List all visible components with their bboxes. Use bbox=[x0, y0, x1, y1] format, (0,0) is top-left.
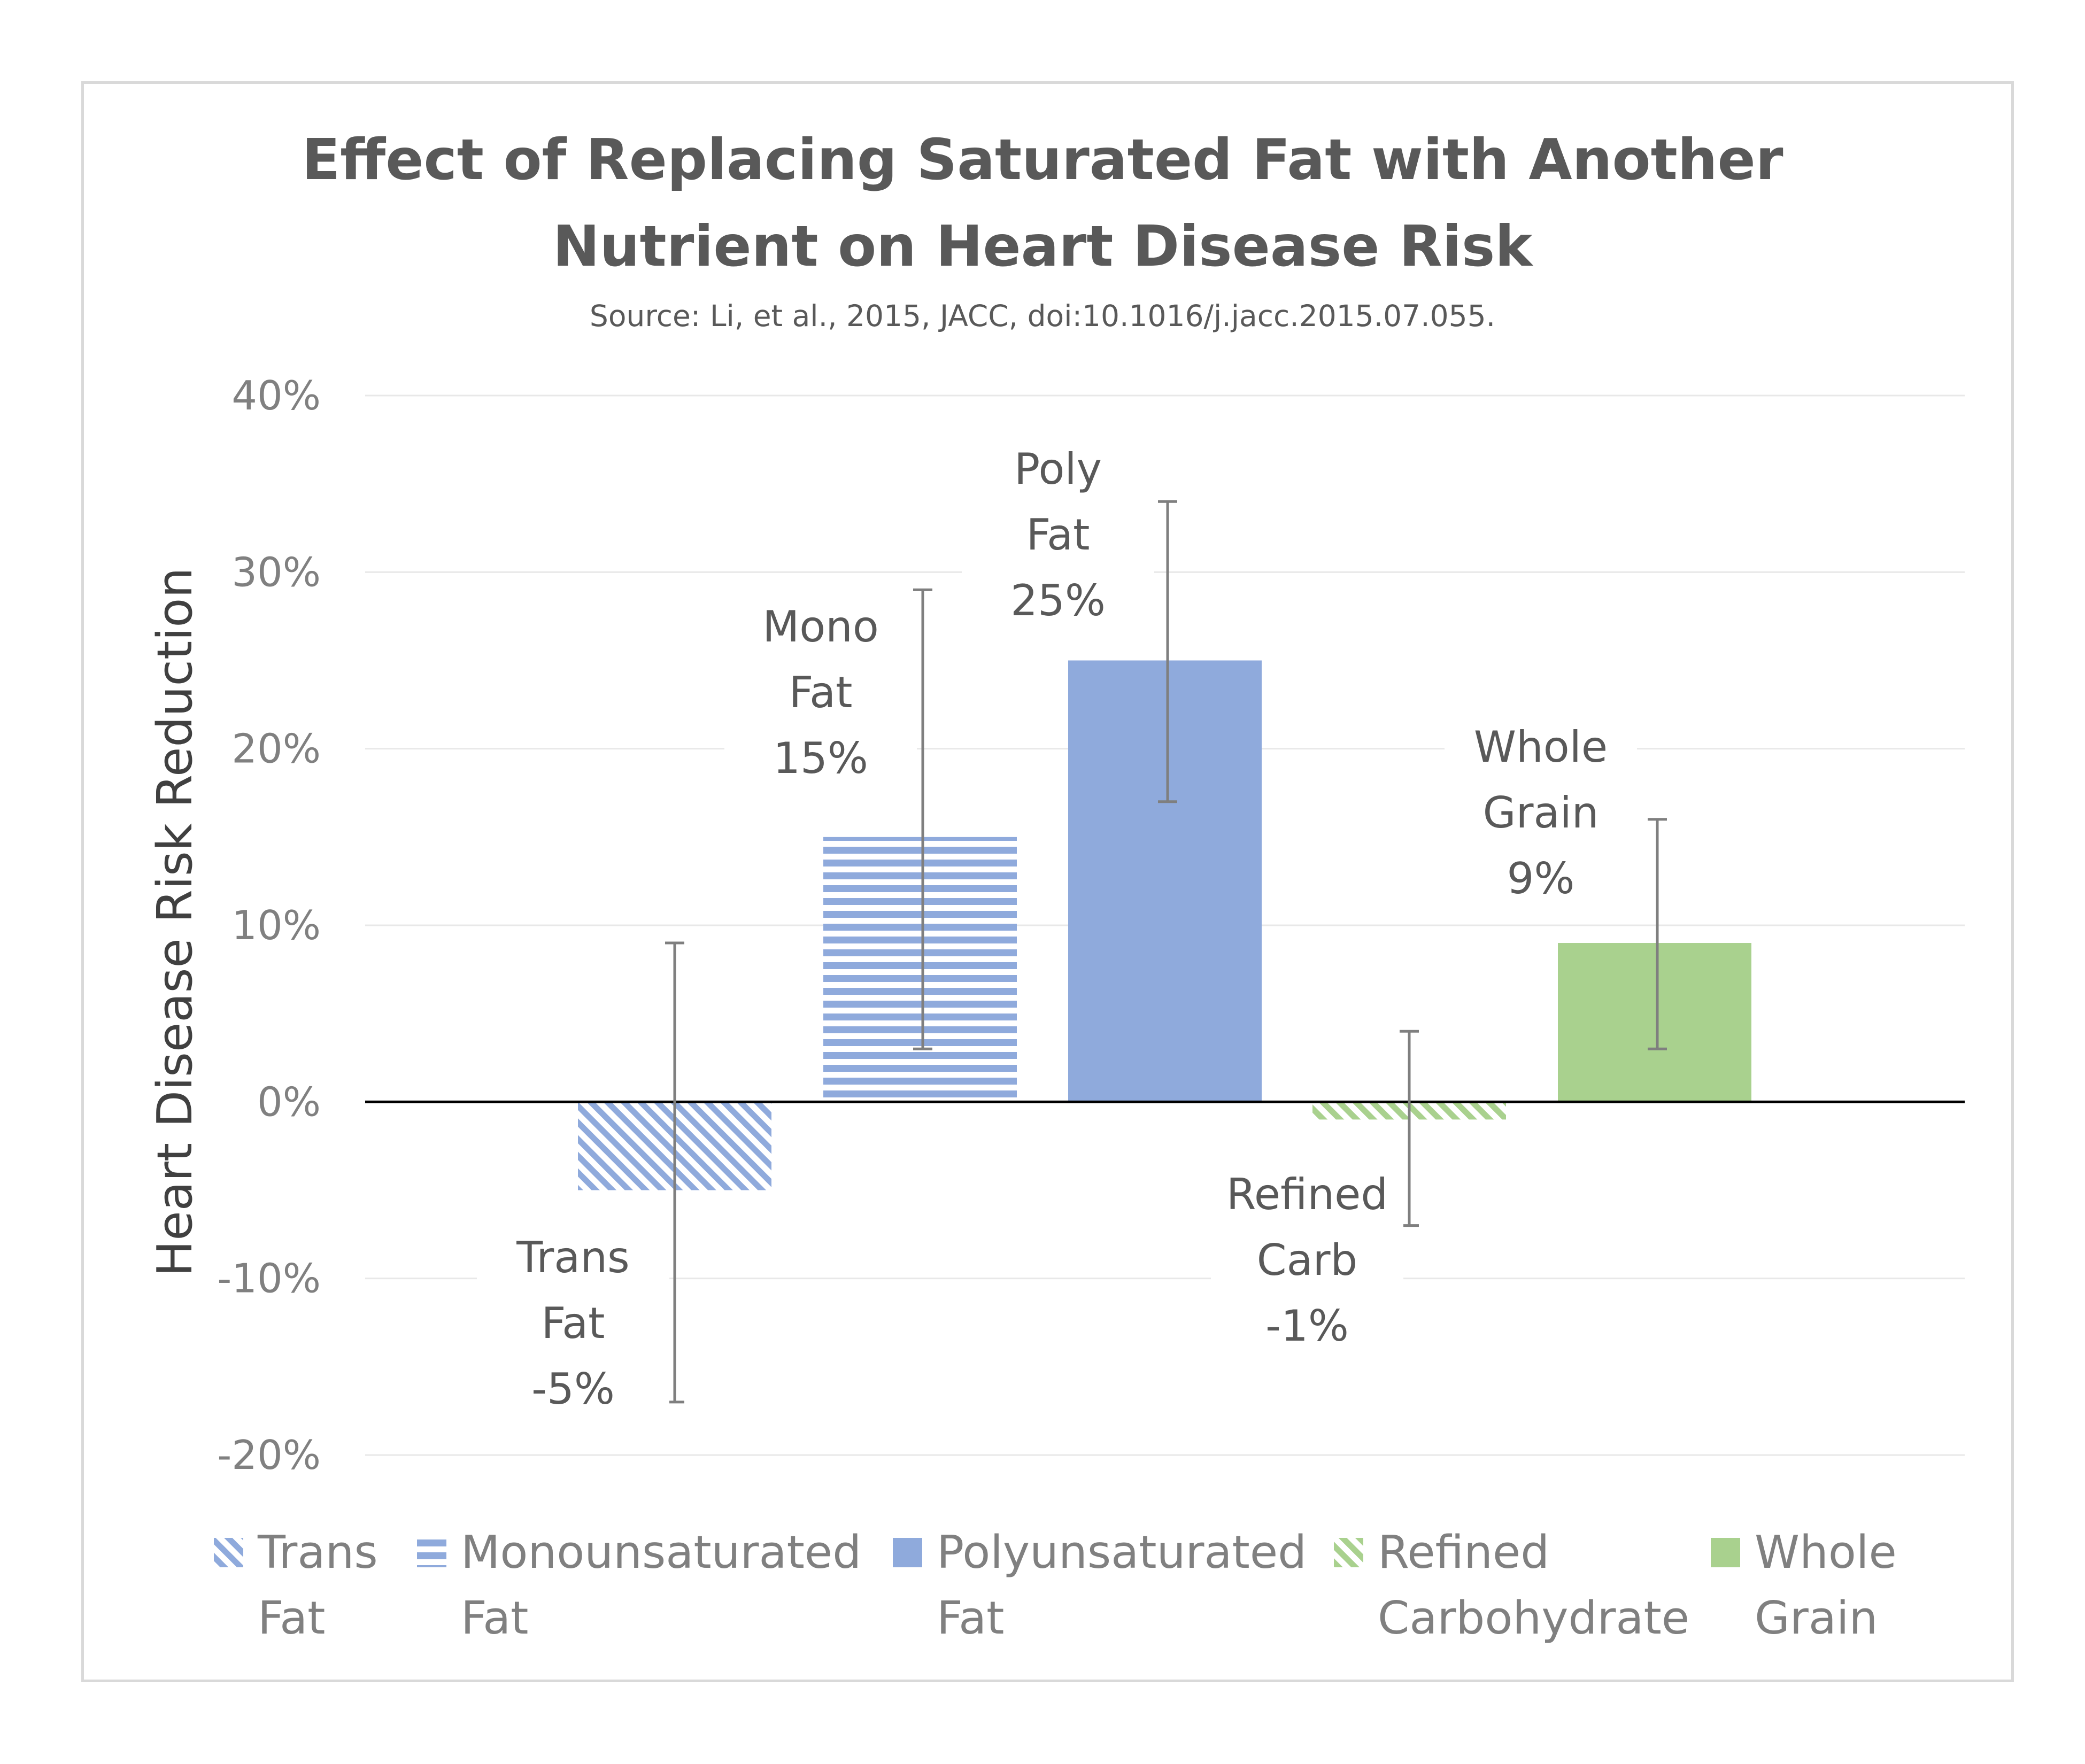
legend-label: Whole bbox=[1755, 1526, 1897, 1579]
chart-subtitle: Source: Li, et al., 2015, JACC, doi:10.1… bbox=[590, 299, 1495, 333]
legend-swatch bbox=[417, 1538, 446, 1567]
legend-label: Carbohydrate bbox=[1378, 1592, 1689, 1645]
data-label-backdrop bbox=[1211, 1166, 1403, 1358]
legend-label: Fat bbox=[461, 1592, 529, 1645]
data-label: 15% bbox=[773, 733, 868, 783]
legend-label: Refined bbox=[1378, 1526, 1549, 1579]
error-bars bbox=[665, 500, 1667, 1404]
data-label-backdrop bbox=[724, 599, 917, 791]
y-tick-label: -10% bbox=[217, 1255, 321, 1302]
data-label: -5% bbox=[531, 1364, 615, 1414]
y-tick-label: 0% bbox=[257, 1078, 321, 1125]
data-label: Trans bbox=[516, 1233, 629, 1282]
data-label: Fat bbox=[789, 668, 852, 717]
chart-title-line-2: Nutrient on Heart Disease Risk bbox=[553, 214, 1534, 279]
data-label: Carb bbox=[1257, 1235, 1358, 1285]
y-tick-label: -20% bbox=[217, 1432, 321, 1479]
legend-swatch bbox=[214, 1538, 243, 1567]
data-labels: Trans Fat -5% Mono Fat 15% Poly Fat 25% Refined Ca… bbox=[477, 441, 1637, 1421]
y-tick-label: 10% bbox=[231, 902, 321, 949]
data-label: -1% bbox=[1265, 1301, 1349, 1351]
y-axis-ticks: 40% 30% 20% 10% 0% -10% -20% bbox=[217, 372, 321, 1479]
legend-label: Fat bbox=[258, 1592, 326, 1645]
data-label: Poly bbox=[1014, 444, 1102, 494]
legend-swatch bbox=[1334, 1538, 1363, 1567]
data-label: Whole bbox=[1474, 722, 1608, 772]
data-label: Fat bbox=[541, 1298, 605, 1348]
bar bbox=[1068, 660, 1262, 1102]
data-label: Grain bbox=[1483, 788, 1599, 838]
y-tick-label: 30% bbox=[231, 548, 321, 595]
data-label: Fat bbox=[1026, 510, 1090, 560]
chart-title-line-1: Effect of Replacing Saturated Fat with A… bbox=[302, 127, 1783, 192]
y-tick-label: 20% bbox=[231, 725, 321, 772]
data-label-backdrop bbox=[477, 1229, 669, 1421]
data-label: 25% bbox=[1010, 576, 1106, 625]
legend-label: Polyunsaturated bbox=[937, 1526, 1307, 1579]
bars bbox=[578, 660, 1751, 1190]
legend-swatch bbox=[893, 1538, 922, 1567]
data-label-backdrop bbox=[1445, 719, 1637, 911]
legend-label: Monounsaturated bbox=[461, 1526, 861, 1579]
y-tick-label: 40% bbox=[231, 372, 321, 419]
bar bbox=[823, 837, 1017, 1102]
legend: Trans Fat Monounsaturated Fat Polyunsaturate… bbox=[214, 1526, 1897, 1645]
data-label: 9% bbox=[1507, 854, 1575, 903]
data-label: Refined bbox=[1226, 1170, 1388, 1219]
data-label: Mono bbox=[762, 602, 879, 652]
legend-label: Fat bbox=[937, 1592, 1005, 1645]
data-label-backdrop bbox=[962, 441, 1154, 633]
legend-label: Trans bbox=[257, 1526, 378, 1579]
legend-label: Grain bbox=[1755, 1592, 1878, 1645]
chart-frame bbox=[81, 81, 2014, 1682]
y-axis-label: Heart Disease Risk Reduction bbox=[147, 568, 203, 1277]
bar bbox=[1558, 943, 1751, 1102]
legend-swatch bbox=[1711, 1538, 1740, 1567]
